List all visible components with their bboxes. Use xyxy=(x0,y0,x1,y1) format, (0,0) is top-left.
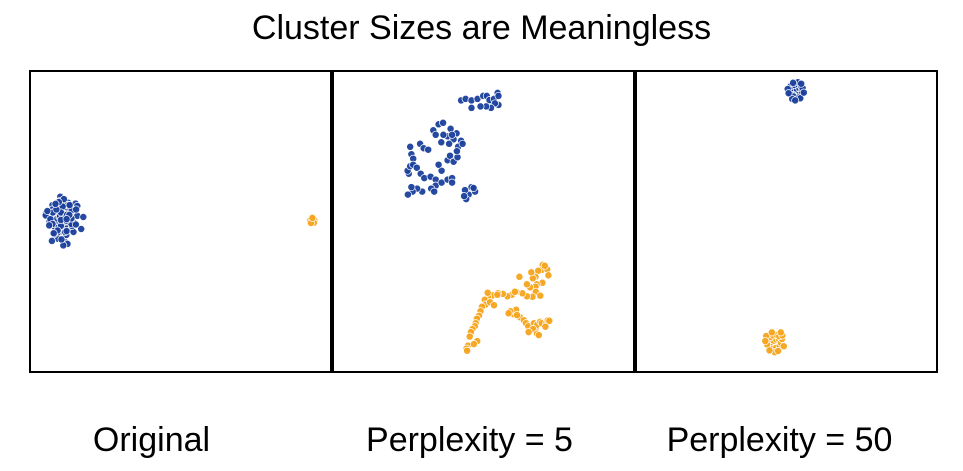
data-point xyxy=(424,145,433,154)
data-point xyxy=(439,118,448,127)
data-point xyxy=(524,328,533,337)
data-point xyxy=(469,184,478,192)
data-point xyxy=(534,331,543,340)
caption-perplexity-50: Perplexity = 50 xyxy=(666,421,893,459)
data-point xyxy=(407,183,416,192)
panel-perplexity-5 xyxy=(332,70,635,373)
data-point xyxy=(412,163,421,172)
data-point xyxy=(445,139,454,148)
data-point xyxy=(545,316,554,325)
panels-row xyxy=(29,70,938,373)
data-point xyxy=(437,138,446,147)
data-point xyxy=(62,215,71,224)
data-point xyxy=(544,271,553,280)
data-point xyxy=(49,229,58,238)
panel-perplexity-50 xyxy=(635,70,938,373)
caption-original: Original xyxy=(92,421,211,459)
data-point xyxy=(504,309,513,318)
chart-title: Cluster Sizes are Meaningless xyxy=(251,9,712,47)
data-point xyxy=(765,346,774,355)
data-point xyxy=(47,236,56,245)
data-point xyxy=(799,88,808,97)
data-point xyxy=(476,102,485,111)
scatter-plot-perplexity-50 xyxy=(761,78,808,357)
data-point xyxy=(515,272,524,281)
data-point xyxy=(776,328,785,337)
panel-original xyxy=(29,70,332,373)
data-point xyxy=(79,213,88,221)
data-point xyxy=(463,346,472,355)
data-point xyxy=(494,91,503,100)
caption-perplexity-5: Perplexity = 5 xyxy=(366,421,573,459)
data-point xyxy=(493,290,502,299)
data-point xyxy=(452,147,461,156)
data-point xyxy=(448,178,457,187)
series-blue xyxy=(41,192,88,250)
data-point xyxy=(71,220,80,229)
data-point xyxy=(536,291,545,300)
data-point xyxy=(77,225,86,233)
data-point xyxy=(406,142,415,151)
data-point xyxy=(797,79,806,88)
data-point xyxy=(430,187,439,196)
data-point xyxy=(490,301,498,310)
data-point xyxy=(434,160,443,169)
data-point xyxy=(767,328,776,337)
data-point xyxy=(522,280,531,289)
scatter-plot-perplexity-5 xyxy=(403,88,554,355)
data-point xyxy=(65,201,74,210)
data-point xyxy=(403,190,412,199)
data-point xyxy=(57,235,66,244)
series-blue xyxy=(403,88,503,204)
series-orange xyxy=(462,260,554,355)
data-point xyxy=(541,322,550,331)
data-point xyxy=(431,130,440,139)
data-point xyxy=(45,221,54,230)
series-orange xyxy=(761,328,788,357)
data-point xyxy=(513,311,521,320)
data-point xyxy=(540,261,549,270)
data-point xyxy=(72,205,81,214)
data-point xyxy=(483,288,492,297)
data-point xyxy=(469,340,478,349)
data-point xyxy=(448,130,457,139)
data-point xyxy=(779,342,788,351)
data-point xyxy=(789,78,798,87)
data-point xyxy=(761,337,770,346)
scatter-plot-original xyxy=(41,192,319,250)
data-point xyxy=(791,96,800,105)
data-point xyxy=(51,199,60,208)
series-orange xyxy=(306,213,319,227)
data-point xyxy=(308,213,317,222)
data-point xyxy=(527,268,536,277)
data-point xyxy=(510,287,519,296)
data-point xyxy=(784,89,793,98)
data-point xyxy=(439,130,448,139)
data-point xyxy=(446,151,454,160)
data-point xyxy=(467,103,476,112)
data-point xyxy=(465,332,474,341)
data-point xyxy=(774,347,783,355)
series-blue xyxy=(783,78,808,105)
data-point xyxy=(43,207,52,215)
data-point xyxy=(458,139,467,148)
data-point xyxy=(460,192,469,201)
